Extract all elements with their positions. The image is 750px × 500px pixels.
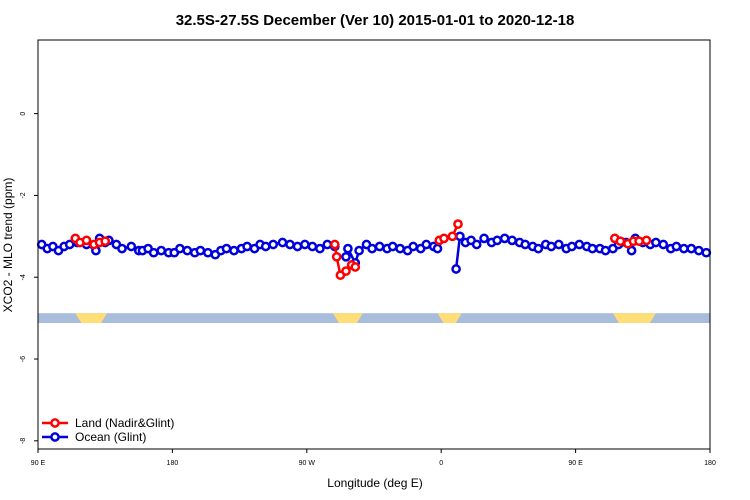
surface-band [38, 313, 710, 324]
ocean-data-point [679, 243, 689, 254]
land-data-point [100, 236, 111, 247]
plot-series [36, 219, 712, 281]
ocean-data-point [587, 243, 598, 254]
ocean-data-point [117, 243, 127, 254]
ocean-data-point [567, 241, 577, 252]
x-tick-label: 0 [439, 460, 443, 467]
ocean-data-point [507, 235, 517, 246]
x-tick-label: 90 W [299, 460, 316, 467]
ocean-data-point [626, 245, 637, 256]
ocean-data-point [229, 245, 239, 256]
ocean-data-point [600, 245, 611, 256]
land-data-point [634, 236, 644, 247]
plot-frame [37, 39, 711, 450]
ocean-data-point [499, 233, 510, 244]
ocean-data-point [341, 251, 351, 262]
land-data-point [331, 251, 342, 262]
land-band [437, 313, 462, 324]
ocean-data-point [671, 241, 682, 252]
ocean-data-point [395, 243, 405, 254]
ocean-data-point [432, 243, 443, 254]
ocean-data-point [148, 247, 159, 258]
ocean-data-point [408, 241, 419, 252]
ocean-data-point [260, 241, 271, 252]
ocean-data-point [195, 245, 206, 256]
ocean-data-point [574, 239, 585, 250]
y-tick-label: -2 [20, 192, 27, 198]
ocean-data-point [354, 245, 364, 256]
x-tick-label: 180 [167, 460, 179, 467]
ocean-data-point [156, 245, 167, 256]
y-axis: 0 -2 -4 -6 -8 [20, 112, 38, 444]
ocean-data-point [520, 239, 531, 250]
ocean-data-point [546, 241, 557, 252]
ocean-data-point [322, 239, 333, 250]
ocean-data-point [451, 264, 461, 274]
ocean-legend-marker [50, 432, 60, 442]
x-axis-label: Longitude (deg E) [327, 476, 422, 490]
ocean-data-point [471, 239, 482, 250]
x-axis: 90 E 180 90 W 0 90 E 180 [31, 449, 716, 467]
ocean-data-point [268, 239, 279, 250]
y-tick-label: 0 [20, 112, 27, 116]
x-tick-label: 90 E [568, 460, 583, 467]
ocean-data-point [221, 243, 232, 254]
ocean-data-point [658, 239, 669, 250]
ocean-data-point [651, 237, 661, 248]
y-axis-label: XCO2 - MLO trend (ppm) [1, 178, 15, 313]
ocean-data-point [479, 233, 489, 244]
ocean-data-point [701, 247, 712, 258]
land-data-point [453, 219, 463, 229]
ocean-data-point [387, 241, 398, 252]
legend: Land (Nadir&Glint)Ocean (Glint) [42, 416, 174, 444]
ocean-data-point [374, 241, 385, 252]
ocean-data-point [367, 243, 377, 254]
ocean-data-point [182, 245, 193, 256]
ocean-data-point [343, 243, 353, 254]
land-data-point [81, 235, 92, 246]
ocean-data-point [126, 241, 137, 252]
land-data-point [641, 235, 652, 246]
y-tick-label: -6 [20, 356, 27, 362]
chart-title: 32.5S-27.5S December (Ver 10) 2015-01-01… [176, 12, 575, 29]
land-data-point [350, 262, 361, 272]
land-band [75, 313, 108, 324]
x-tick-label: 180 [704, 460, 716, 467]
ocean-data-point [533, 243, 544, 254]
land-data-point [341, 266, 351, 276]
ocean-data-point [175, 243, 185, 254]
ocean-band [38, 313, 710, 324]
y-tick-label: -8 [20, 438, 27, 444]
ocean-data-point [315, 243, 325, 254]
ocean-data-point [277, 237, 288, 248]
x-tick-label: 90 E [31, 460, 46, 467]
land-data-point [615, 236, 626, 247]
land-band [332, 313, 363, 324]
ocean-data-point [300, 239, 310, 250]
ocean-data-point [203, 247, 213, 258]
ocean-data-point [242, 241, 252, 252]
ocean-data-point [285, 239, 295, 250]
ocean-data-point [693, 245, 704, 256]
ocean-data-point [292, 241, 303, 252]
ocean-data-point [307, 241, 318, 252]
ocean-data-point [553, 239, 564, 250]
land-data-point [447, 231, 458, 242]
land-data-point [329, 239, 340, 250]
land-data-point [439, 233, 449, 244]
ocean-data-point [492, 235, 503, 246]
y-tick-label: -4 [20, 274, 27, 280]
ocean-data-point [421, 239, 432, 250]
ocean-data-point [686, 243, 697, 254]
ocean-legend-label: Ocean (Glint) [75, 430, 146, 444]
land-band [612, 313, 656, 324]
land-legend-marker [50, 418, 60, 428]
land-legend-label: Land (Nadir&Glint) [75, 416, 174, 430]
